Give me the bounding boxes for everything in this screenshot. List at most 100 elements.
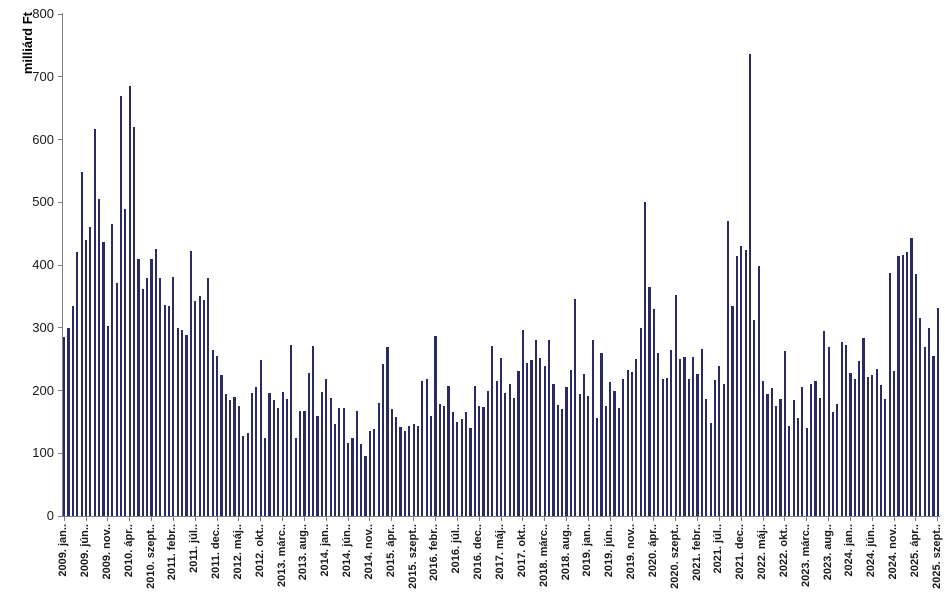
bar [696, 373, 699, 516]
x-tick-label: 2014. jún.. [341, 524, 354, 578]
bar [910, 238, 913, 516]
x-tick-mark [85, 517, 87, 521]
bar [172, 276, 175, 516]
bar [128, 86, 131, 516]
bar [224, 393, 227, 516]
x-tick-mark [740, 517, 742, 521]
bar [539, 357, 542, 516]
bar [713, 380, 717, 516]
bar [888, 272, 891, 516]
x-tick-label: 2013. márc.. [275, 524, 288, 587]
bar [630, 372, 634, 516]
bar [355, 411, 358, 516]
x-tick-mark [631, 517, 633, 521]
bar [464, 411, 468, 516]
bar [644, 202, 647, 516]
bar [150, 258, 153, 516]
bar [154, 249, 157, 516]
bar [775, 406, 778, 516]
bar [530, 360, 533, 516]
bar [526, 362, 529, 516]
bar [469, 427, 472, 516]
x-tick-mark [609, 517, 611, 521]
bar [307, 372, 310, 516]
x-tick-label: 2020. szept.. [668, 524, 681, 589]
bar [198, 296, 201, 516]
x-tick-label: 2019. jún.. [603, 524, 616, 578]
bar [316, 415, 319, 516]
bar [163, 305, 166, 516]
bar [207, 277, 210, 516]
x-tick-mark [434, 517, 436, 521]
bar [298, 410, 302, 516]
x-tick-label: 2011. júl.. [188, 524, 201, 573]
x-tick-mark [828, 517, 830, 521]
bar [840, 342, 843, 516]
bar [796, 418, 800, 516]
bar [866, 376, 869, 516]
bar [159, 277, 162, 516]
bar [674, 295, 677, 516]
x-tick-mark [762, 517, 764, 521]
x-tick-mark [806, 517, 808, 521]
bar [460, 418, 463, 516]
bar [364, 456, 367, 516]
bar [818, 398, 821, 516]
bar [517, 371, 520, 516]
x-tick-mark [129, 517, 131, 521]
bar [761, 381, 765, 516]
bar [259, 360, 262, 516]
x-tick-mark [544, 517, 546, 521]
bar [312, 345, 315, 516]
bar [914, 273, 918, 516]
bar [141, 289, 144, 516]
bar [451, 411, 455, 516]
x-tick-mark [937, 517, 939, 521]
bar [347, 443, 350, 516]
x-tick-mark [566, 517, 568, 521]
bar [574, 298, 577, 516]
bar [670, 349, 673, 516]
bar [513, 398, 516, 516]
bar [111, 224, 114, 516]
bar [303, 411, 306, 516]
bar [386, 346, 389, 516]
bar [831, 412, 835, 516]
bar [609, 382, 612, 516]
x-tick-mark [653, 517, 655, 521]
x-tick-mark [718, 517, 720, 521]
bar [250, 393, 254, 516]
bar [146, 277, 149, 516]
x-tick-label: 2014. jan.. [319, 524, 332, 577]
bar [447, 386, 450, 516]
x-tick-label: 2014. nov.. [362, 524, 375, 580]
x-tick-label: 2010. szept.. [144, 524, 157, 589]
x-tick-label: 2011. dec.. [210, 524, 223, 580]
x-tick-mark [303, 517, 305, 521]
y-tick-mark [58, 515, 63, 517]
y-tick-mark [58, 327, 63, 329]
bar [617, 408, 621, 516]
bar [565, 386, 568, 516]
x-tick-label: 2025. szept.. [930, 524, 943, 589]
x-tick-label: 2024. jan.. [843, 524, 856, 577]
bar [661, 379, 664, 516]
x-tick-mark [871, 517, 873, 521]
bar [395, 416, 398, 516]
x-tick-mark [522, 517, 524, 521]
bar [893, 371, 896, 516]
bar [858, 361, 861, 516]
x-tick-mark [391, 517, 393, 521]
bar [320, 392, 323, 516]
bar [779, 399, 782, 516]
bar [102, 242, 105, 516]
x-tick-label: 2019. jan.. [581, 524, 594, 577]
bar [268, 393, 271, 516]
bar [582, 373, 586, 516]
x-tick-mark [216, 517, 218, 521]
bar [229, 399, 232, 516]
x-tick-label: 2024. jún.. [865, 524, 878, 578]
x-axis-line [62, 516, 940, 517]
x-tick-label: 2021. júl.. [712, 524, 725, 574]
x-tick-label: 2012. okt.. [253, 524, 266, 578]
